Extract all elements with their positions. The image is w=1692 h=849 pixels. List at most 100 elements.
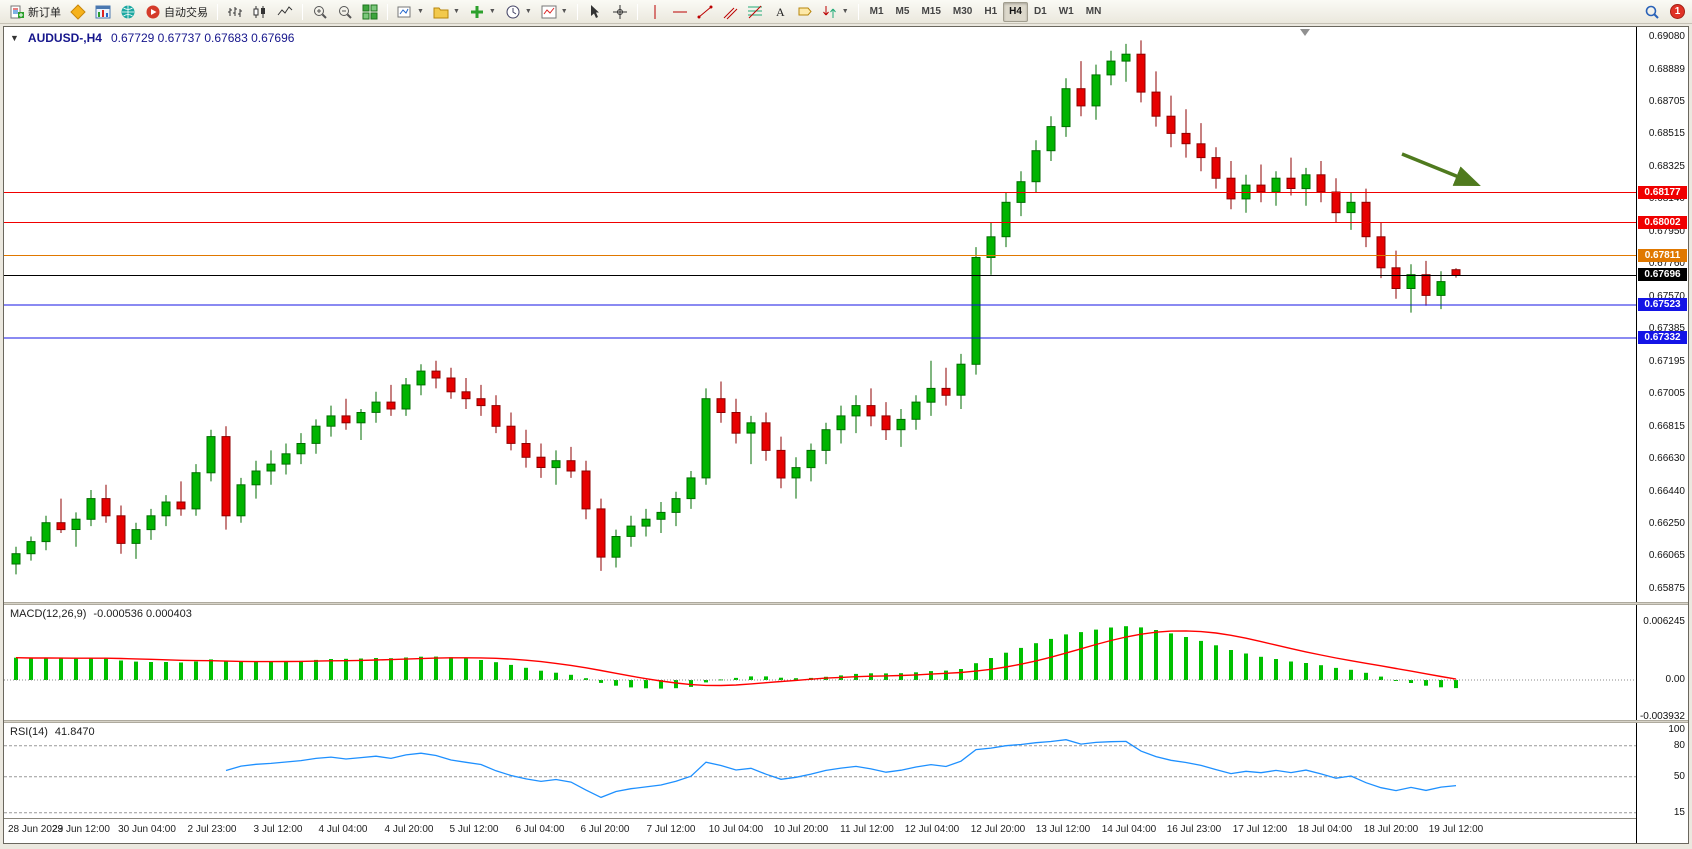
time-axis-label: 11 Jul 12:00 xyxy=(840,824,894,835)
arrow-objects-icon xyxy=(822,5,836,18)
profiles-button[interactable]: ▼ xyxy=(429,2,464,22)
main-chart-canvas[interactable] xyxy=(4,27,1636,602)
time-axis-label: 7 Jul 12:00 xyxy=(646,824,696,835)
price-axis-label: 0.68705 xyxy=(1648,95,1685,107)
fibonacci-icon xyxy=(747,5,762,18)
community-icon xyxy=(121,5,135,18)
price-axis-label: 0.66815 xyxy=(1648,421,1685,433)
search-button[interactable] xyxy=(1640,2,1664,22)
new-order-button[interactable]: 新订单 xyxy=(5,2,65,22)
price-tag-current-price: 0.67696 xyxy=(1638,268,1687,282)
bar-chart-type-button[interactable] xyxy=(223,2,247,22)
trendline-button[interactable] xyxy=(693,2,717,22)
metaquotes-button[interactable] xyxy=(66,2,90,22)
price-axis[interactable]: 0.69080 0.68889 0.68705 0.68515 0.68325 0.681… xyxy=(1636,27,1688,843)
autotrade-button[interactable]: 自动交易 xyxy=(141,2,212,22)
line-chart-type-icon xyxy=(277,5,293,15)
zoom-in-button[interactable] xyxy=(308,2,332,22)
timeframe-w1-button[interactable]: W1 xyxy=(1058,6,1074,17)
charts-window-icon xyxy=(95,5,111,18)
timeframe-h4-button[interactable]: H4 xyxy=(1003,1,1028,22)
templates-button[interactable]: ▼ xyxy=(537,2,572,22)
main-toolbar: 新订单 自动交易 ▼ ▼ ▼ ▼ xyxy=(0,0,1692,24)
line-chart-type-button[interactable] xyxy=(273,2,297,22)
time-axis-label: 18 Jul 20:00 xyxy=(1363,824,1419,835)
chart-menu-icon[interactable]: ▼ xyxy=(10,33,19,43)
rsi-axis-label: 100 xyxy=(1668,724,1685,735)
timeframe-m1-button[interactable]: M1 xyxy=(869,6,884,17)
trendline-icon xyxy=(697,5,713,18)
time-axis-label: 4 Jul 04:00 xyxy=(318,824,368,835)
zoom-in-icon xyxy=(314,5,327,19)
rsi-value: 41.8470 xyxy=(54,726,95,738)
macd-indicator-label: MACD(12,26,9) -0.000536 0.000403 xyxy=(10,608,192,620)
template-icon xyxy=(541,5,557,18)
timeframe-d1-button[interactable]: D1 xyxy=(1033,6,1047,17)
time-axis-label: 13 Jul 12:00 xyxy=(1035,824,1091,835)
equidistant-channel-icon xyxy=(723,7,738,19)
toolbar-separator xyxy=(387,3,388,20)
chart-ohlc-values: 0.67729 0.67737 0.67683 0.67696 xyxy=(110,31,295,45)
tile-windows-button[interactable] xyxy=(358,2,382,22)
metaquotes-icon xyxy=(70,3,86,20)
rsi-axis-label: 50 xyxy=(1673,770,1685,782)
toolbar-right-group: 1 xyxy=(1640,2,1687,22)
new-chart-icon xyxy=(397,6,411,17)
macd-name: MACD(12,26,9) xyxy=(10,608,87,620)
vertical-line-button[interactable] xyxy=(643,2,667,22)
chevron-down-icon: ▼ xyxy=(524,8,532,15)
time-axis-label: 28 Jun 2023 xyxy=(8,824,64,835)
chevron-down-icon: ▼ xyxy=(841,8,849,15)
price-axis-label: 0.65875 xyxy=(1648,583,1685,594)
notifications-badge[interactable]: 1 xyxy=(1670,4,1685,19)
time-axis-label: 29 Jun 12:00 xyxy=(52,824,110,835)
text-label-button[interactable] xyxy=(793,2,817,22)
macd-axis-label: -0.003932 xyxy=(1639,710,1685,722)
timeframe-m5-button[interactable]: M5 xyxy=(895,6,910,17)
periods-button[interactable]: ▼ xyxy=(501,2,536,22)
tile-windows-icon xyxy=(362,4,378,19)
pane-separator[interactable] xyxy=(4,720,1688,723)
timeframe-m30-button[interactable]: M30 xyxy=(952,6,973,17)
zoom-out-button[interactable] xyxy=(333,2,357,22)
horizontal-line-button[interactable] xyxy=(668,2,692,22)
bar-chart-type-icon xyxy=(228,6,242,17)
timeframe-m15-button[interactable]: M15 xyxy=(921,6,941,17)
rsi-pane-canvas[interactable] xyxy=(4,723,1636,818)
text-label-icon xyxy=(798,7,812,15)
arrow-objects-button[interactable]: ▼ xyxy=(818,2,853,22)
time-axis-label: 14 Jul 04:00 xyxy=(1101,824,1157,835)
new-chart-button[interactable]: ▼ xyxy=(393,2,428,22)
price-axis-label: 0.68515 xyxy=(1648,128,1685,140)
price-axis-label: 0.67760 xyxy=(1648,258,1685,270)
charts-window-button[interactable] xyxy=(91,2,115,22)
time-axis-label: 17 Jul 12:00 xyxy=(1232,824,1288,835)
text-button[interactable]: A xyxy=(768,2,792,22)
time-axis-label: 12 Jul 20:00 xyxy=(970,824,1026,835)
fibonacci-button[interactable] xyxy=(743,2,767,22)
timeframe-h1-button[interactable]: H1 xyxy=(984,6,998,17)
time-axis-label: 16 Jul 23:00 xyxy=(1166,824,1222,835)
time-axis-label: 18 Jul 04:00 xyxy=(1297,824,1353,835)
toolbar-separator xyxy=(857,3,859,20)
toolbar-separator xyxy=(302,3,303,20)
equidistant-channel-button[interactable] xyxy=(718,2,742,22)
candlestick-type-icon xyxy=(253,5,265,18)
crosshair-button[interactable] xyxy=(608,2,632,22)
community-button[interactable] xyxy=(116,2,140,22)
timeframe-group: M1 M5 M15 M30 H1 H4 D1 W1 MN xyxy=(864,1,1108,22)
chart-window: ▼ AUDUSD-,H4 0.67729 0.67737 0.67683 0.6… xyxy=(3,26,1689,844)
timeframe-mn-button[interactable]: MN xyxy=(1085,6,1102,17)
cursor-button[interactable] xyxy=(583,2,607,22)
autotrade-label: 自动交易 xyxy=(164,6,208,19)
candlestick-type-button[interactable] xyxy=(248,2,272,22)
time-axis-label: 19 Jul 12:00 xyxy=(1428,824,1484,835)
macd-pane-canvas[interactable] xyxy=(4,605,1636,720)
pane-separator[interactable] xyxy=(4,602,1688,605)
text-icon: A xyxy=(776,5,785,19)
indicators-button[interactable]: ▼ xyxy=(465,2,500,22)
zoom-out-icon xyxy=(339,5,352,19)
price-axis-label: 0.67950 xyxy=(1648,225,1685,237)
time-axis[interactable]: 28 Jun 2023 29 Jun 12:00 30 Jun 04:00 2 Jul… xyxy=(4,818,1636,843)
price-axis-label: 0.66250 xyxy=(1648,518,1685,530)
